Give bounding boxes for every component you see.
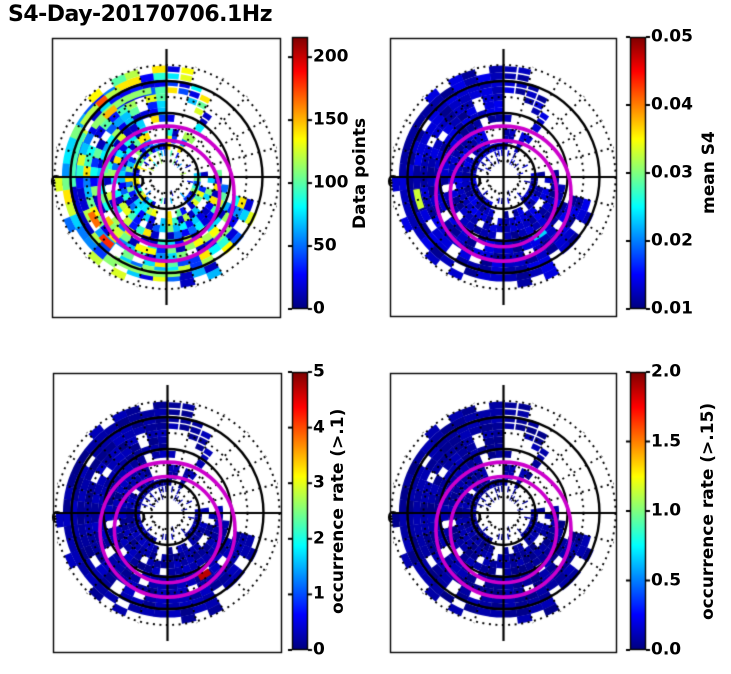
colorbar-label-occurrence-rate-gt-015: occurrence rate (>.15) — [698, 402, 718, 620]
colorbar-label-mean-s4: mean S4 — [699, 131, 719, 215]
colorbar-label-occurrence-rate-gt-01: occurrence rate (>.1) — [328, 408, 348, 614]
figure-title: S4-Day-20170706.1Hz — [8, 2, 273, 27]
colorbar-label-data-points: Data points — [350, 117, 370, 229]
